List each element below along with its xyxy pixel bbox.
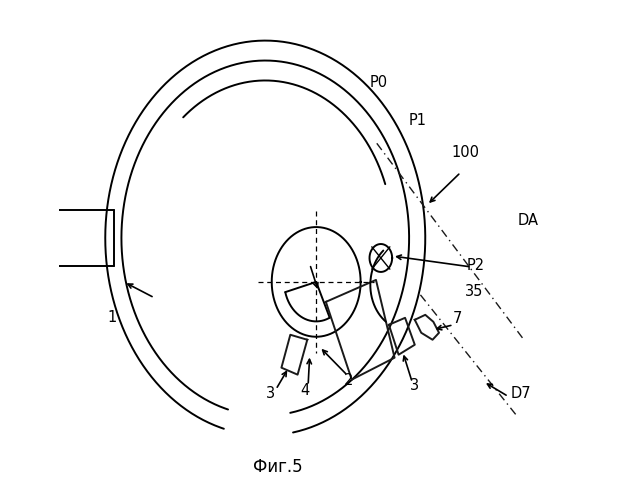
Text: 100: 100 — [452, 145, 479, 160]
Text: 3: 3 — [267, 386, 275, 401]
Text: D7: D7 — [510, 386, 531, 401]
Text: 7: 7 — [453, 312, 462, 326]
Text: 4: 4 — [300, 383, 310, 398]
Text: P0: P0 — [370, 75, 387, 90]
Text: DA: DA — [518, 212, 539, 228]
Text: 1: 1 — [107, 310, 117, 326]
Text: P2: P2 — [466, 258, 484, 274]
Text: 35: 35 — [465, 284, 483, 300]
Text: 2: 2 — [344, 373, 353, 388]
Text: Фиг.5: Фиг.5 — [252, 458, 302, 476]
Text: 3: 3 — [410, 378, 420, 393]
Text: P1: P1 — [408, 113, 426, 128]
